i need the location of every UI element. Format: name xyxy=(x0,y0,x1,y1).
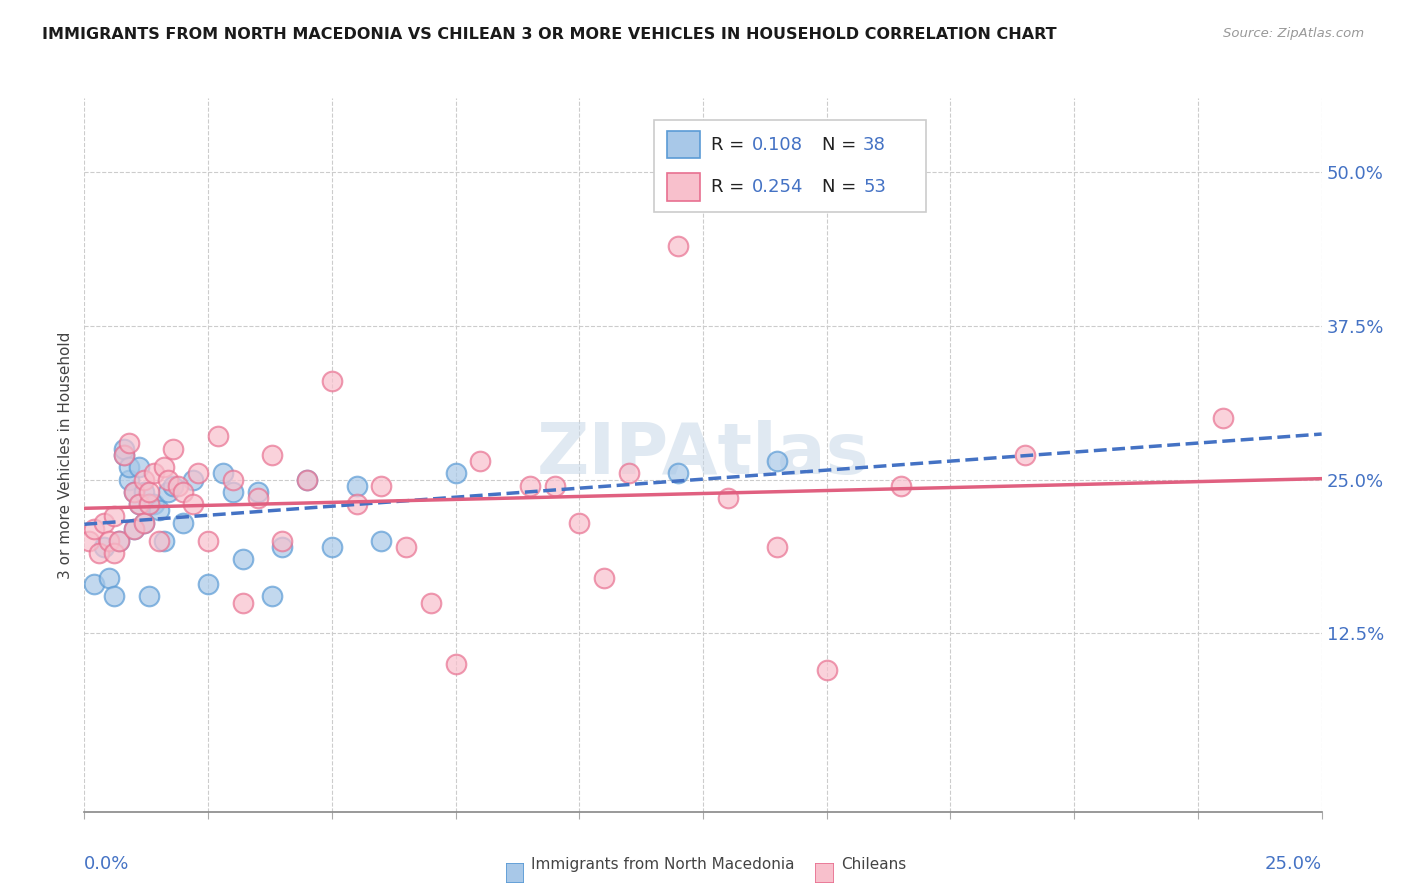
Point xyxy=(666,239,689,253)
Point xyxy=(246,491,269,505)
Point xyxy=(89,546,111,560)
Point xyxy=(148,534,170,549)
Point xyxy=(1212,411,1234,425)
Point xyxy=(157,473,180,487)
Point xyxy=(181,497,204,511)
Point xyxy=(222,473,245,487)
Point xyxy=(222,484,245,499)
Point xyxy=(138,590,160,604)
Point xyxy=(167,478,190,492)
Point xyxy=(1014,448,1036,462)
Point xyxy=(470,454,492,468)
Point xyxy=(128,497,150,511)
Point xyxy=(142,497,165,511)
Point xyxy=(152,534,174,549)
Point xyxy=(232,596,254,610)
Point xyxy=(246,484,269,499)
Point xyxy=(419,596,441,610)
Point xyxy=(262,448,284,462)
Point xyxy=(617,467,640,481)
Point xyxy=(103,546,125,560)
Point xyxy=(79,534,101,549)
Point xyxy=(132,516,155,530)
Point xyxy=(321,540,343,554)
Point xyxy=(103,590,125,604)
Point xyxy=(83,522,105,536)
Point xyxy=(181,473,204,487)
Point xyxy=(271,540,294,554)
Point xyxy=(295,473,318,487)
Point xyxy=(172,516,194,530)
Text: ZIPAtlas: ZIPAtlas xyxy=(537,420,869,490)
Point xyxy=(543,478,565,492)
Point xyxy=(212,467,235,481)
Point xyxy=(295,473,318,487)
Text: IMMIGRANTS FROM NORTH MACEDONIA VS CHILEAN 3 OR MORE VEHICLES IN HOUSEHOLD CORRE: IMMIGRANTS FROM NORTH MACEDONIA VS CHILE… xyxy=(42,27,1057,42)
Point xyxy=(197,534,219,549)
Point xyxy=(83,577,105,591)
Point xyxy=(152,460,174,475)
Point xyxy=(890,478,912,492)
Text: Source: ZipAtlas.com: Source: ZipAtlas.com xyxy=(1223,27,1364,40)
Point xyxy=(232,552,254,566)
Y-axis label: 3 or more Vehicles in Household: 3 or more Vehicles in Household xyxy=(58,331,73,579)
Point xyxy=(138,497,160,511)
Point xyxy=(93,516,115,530)
Point xyxy=(128,460,150,475)
Point xyxy=(112,442,135,456)
Text: Chileans: Chileans xyxy=(841,857,905,872)
Point xyxy=(122,522,145,536)
Point xyxy=(666,467,689,481)
Point xyxy=(132,473,155,487)
Point xyxy=(132,484,155,499)
Point xyxy=(187,467,209,481)
Point xyxy=(112,448,135,462)
Point xyxy=(370,534,392,549)
Point xyxy=(128,497,150,511)
Point xyxy=(271,534,294,549)
Point xyxy=(142,467,165,481)
Point xyxy=(444,657,467,671)
Text: 25.0%: 25.0% xyxy=(1264,855,1322,872)
Point xyxy=(138,484,160,499)
Text: 0.0%: 0.0% xyxy=(84,855,129,872)
Point xyxy=(157,484,180,499)
Point xyxy=(346,478,368,492)
Point xyxy=(172,484,194,499)
Point xyxy=(766,540,789,554)
Point xyxy=(122,484,145,499)
Point xyxy=(93,540,115,554)
Point xyxy=(148,503,170,517)
Point xyxy=(766,454,789,468)
Point xyxy=(118,435,141,450)
Point xyxy=(395,540,418,554)
Text: Immigrants from North Macedonia: Immigrants from North Macedonia xyxy=(531,857,794,872)
Point xyxy=(321,374,343,388)
Point xyxy=(122,484,145,499)
Point xyxy=(815,663,838,677)
Point xyxy=(444,467,467,481)
Point xyxy=(108,534,131,549)
Point xyxy=(112,448,135,462)
Point xyxy=(132,516,155,530)
Point xyxy=(197,577,219,591)
Point xyxy=(162,478,184,492)
Point xyxy=(593,571,616,585)
Point xyxy=(103,509,125,524)
Point xyxy=(262,590,284,604)
Point xyxy=(207,429,229,443)
Point xyxy=(568,516,591,530)
Point xyxy=(108,534,131,549)
Point xyxy=(138,497,160,511)
Point xyxy=(370,478,392,492)
Point xyxy=(118,473,141,487)
Point xyxy=(717,491,740,505)
Point xyxy=(519,478,541,492)
Point xyxy=(162,442,184,456)
Point xyxy=(122,522,145,536)
Point xyxy=(98,571,121,585)
Point xyxy=(98,534,121,549)
Point xyxy=(118,460,141,475)
Point xyxy=(346,497,368,511)
